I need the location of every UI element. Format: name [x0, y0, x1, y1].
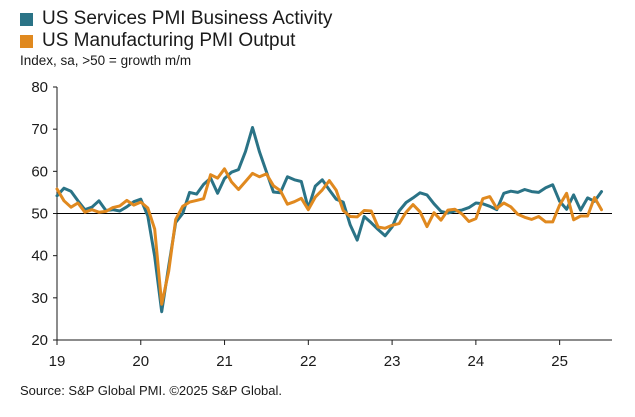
- y-tick-label-50: 50: [31, 206, 48, 223]
- x-tick-label-21: 21: [216, 353, 233, 370]
- y-tick-label-80: 80: [31, 79, 48, 96]
- y-tick-label-30: 30: [31, 290, 48, 307]
- x-tick-label-20: 20: [132, 353, 149, 370]
- legend-label-services: US Services PMI Business Activity: [42, 8, 333, 29]
- legend-item-manufacturing: US Manufacturing PMI Output: [20, 30, 332, 52]
- source-note: Source: S&P Global PMI. ©2025 S&P Global…: [20, 383, 283, 398]
- x-tick-label-25: 25: [551, 353, 568, 370]
- y-tick-label-20: 20: [31, 332, 48, 349]
- y-tick-label-70: 70: [31, 121, 48, 138]
- legend-item-services: US Services PMI Business Activity: [20, 8, 332, 30]
- legend-label-manufacturing: US Manufacturing PMI Output: [42, 30, 296, 51]
- legend-swatch-manufacturing: [20, 34, 33, 48]
- y-tick-label-60: 60: [31, 163, 48, 180]
- y-tick-label-40: 40: [31, 248, 48, 265]
- x-tick-label-19: 19: [49, 353, 66, 370]
- series-line-services: [55, 126, 603, 314]
- x-tick-label-23: 23: [384, 353, 401, 370]
- x-tick-label-22: 22: [300, 353, 317, 370]
- legend-swatch-services: [20, 12, 33, 26]
- chart-subtitle: Index, sa, >50 = growth m/m: [20, 53, 192, 68]
- series-line-manufacturing: [55, 167, 603, 306]
- x-tick-label-24: 24: [468, 353, 485, 370]
- legend: US Services PMI Business Activity US Man…: [20, 8, 332, 52]
